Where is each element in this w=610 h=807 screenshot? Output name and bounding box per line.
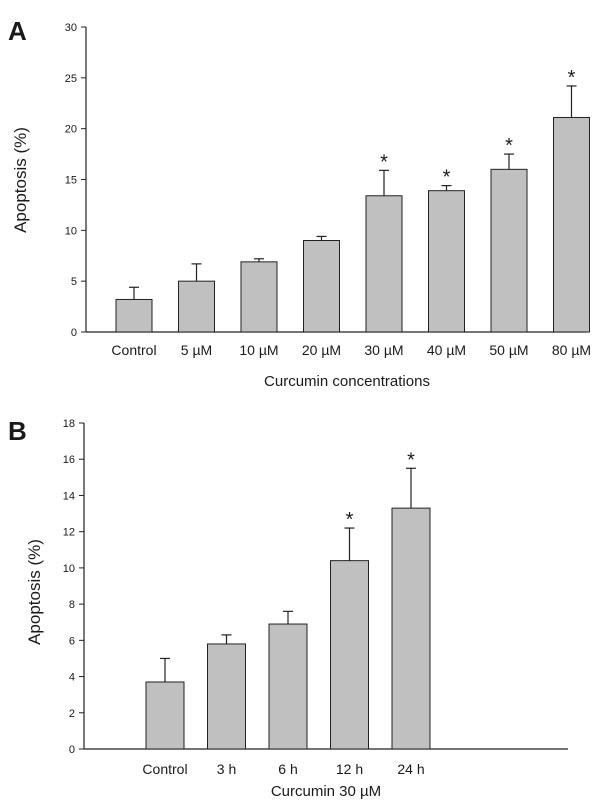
panel-b-category-label: 24 h [397,761,424,777]
panel-b-bar [391,507,431,750]
panel-a-category-label: 50 µM [489,342,528,358]
panel-a-letter: A [8,16,27,46]
panel-a-category-label: 30 µM [364,342,403,358]
panel-a-significance-mark: * [443,167,451,189]
panel-a-significance-mark: * [505,135,513,157]
panel-a-significance-mark: * [568,67,576,89]
panel-a-bar [115,298,153,333]
panel-a-bar [428,190,465,333]
panel-b-category-label: 12 h [336,761,363,777]
panel-a-bar [240,261,278,333]
panel-a-significance-mark: * [380,151,388,173]
panel-b-y-tick-label: 2 [69,708,75,720]
panel-b-bar [268,623,308,750]
panel-a-category-label: 10 µM [239,342,278,358]
panel-a-bar [553,116,590,333]
panel-a-y-tick-label: 0 [71,327,77,339]
panel-a-y-tick-label: 15 [65,175,77,187]
panel-a-bar [365,195,403,333]
panel-b-y-tick-label: 6 [69,635,75,647]
panel-b-bar [207,643,246,750]
panel-b-y-tick-label: 0 [69,744,75,756]
panel-b-category-label: Control [142,761,187,777]
panel-b-y-tick-label: 4 [69,672,75,684]
panel-a: A Apoptosis (%) Curcumin concentrations … [8,16,591,390]
panel-a-y-axis-title: Apoptosis (%) [11,127,30,233]
panel-a-y-tick-label: 25 [65,73,77,85]
panel-b-y-axis-title: Apoptosis (%) [25,539,44,645]
panel-b-significance-mark: * [407,449,415,471]
panel-b-significance-mark: * [346,509,354,531]
panel-a-category-label: 80 µM [552,342,591,358]
panel-b-category-label: 6 h [278,761,297,777]
panel-a-y-tick-label: 10 [65,225,77,237]
panel-a-y-tick-label: 5 [71,276,77,288]
panel-a-bar [303,240,340,333]
panel-b-y-tick-label: 8 [69,599,75,611]
panel-b-letter: B [8,416,27,446]
panel-b-y-tick-label: 14 [63,490,75,502]
panel-a-category-label: 5 µM [181,342,212,358]
panel-b: B Apoptosis (%) Curcumin 30 µM 0 2 4 6 8 10 12… [8,416,568,800]
panel-b-plot: 0 2 4 6 8 10 12 14 16 18 Control 3 h 6 h 12 h * 24 h * [63,418,568,777]
panel-b-y-tick-label: 12 [63,527,75,539]
panel-a-x-axis-title: Curcumin concentrations [264,373,430,390]
panel-a-bar [178,280,215,333]
panel-b-y-tick-label: 18 [63,418,75,430]
panel-a-y-tick-label: 20 [65,124,77,136]
panel-a-bar [490,168,528,333]
panel-a-category-label: Control [111,342,156,358]
panel-a-category-label: 40 µM [427,342,466,358]
panel-a-category-label: 20 µM [302,342,341,358]
panel-b-y-tick-label: 10 [63,563,75,575]
panel-a-plot: 0 5 10 15 20 25 30 Control 5 µM 10 µM 20 µM 30 µM * 4… [65,22,591,358]
panel-b-bar [145,681,185,750]
panel-b-bar [330,560,369,750]
panel-a-y-tick-label: 30 [65,22,77,34]
panel-b-x-axis-title: Curcumin 30 µM [271,783,381,800]
panel-b-y-tick-label: 16 [63,454,75,466]
panel-b-category-label: 3 h [217,761,236,777]
